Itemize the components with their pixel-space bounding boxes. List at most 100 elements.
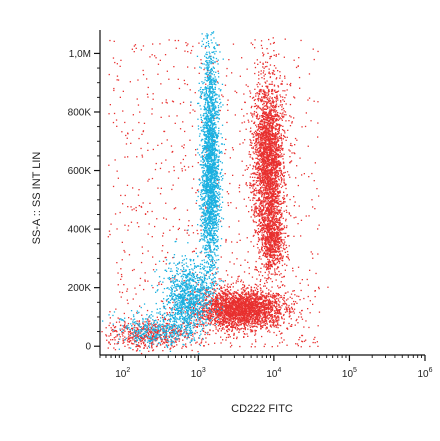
red-population-point (274, 240, 277, 243)
red-population-point (276, 161, 278, 163)
red-population-point (251, 120, 253, 122)
red-population-point (285, 209, 287, 211)
red-population-point (262, 90, 264, 93)
red-population-point (265, 114, 267, 116)
red-population-point (267, 159, 269, 162)
red-population-point (265, 108, 268, 110)
background-event-point (289, 125, 292, 127)
red-population-point (276, 185, 279, 187)
red-population-point (267, 266, 269, 268)
red-population-point (264, 197, 266, 199)
red-population-point (269, 122, 271, 124)
red-population-point (261, 124, 263, 126)
red-population-point (253, 190, 255, 193)
red-population-point (281, 109, 283, 111)
background-event-point (128, 254, 131, 256)
red-population-point (269, 118, 271, 120)
background-event-point (121, 275, 123, 278)
red-population-point (274, 143, 276, 145)
red-population-point (279, 112, 281, 114)
red-population-point (275, 157, 277, 159)
background-event-point (238, 191, 241, 193)
red-population-point (271, 214, 273, 216)
red-population-point (270, 130, 272, 132)
red-population-point (268, 160, 270, 163)
red-population-point (268, 196, 271, 199)
red-population-point (264, 238, 266, 240)
red-population-point (257, 100, 260, 102)
red-population-point (280, 244, 282, 246)
background-event-point (119, 96, 121, 98)
background-event-point (151, 177, 154, 180)
background-event-point (313, 180, 315, 182)
red-population-point (264, 92, 267, 94)
red-population-point (272, 222, 275, 224)
red-population-point (276, 162, 278, 165)
background-event-point (159, 59, 161, 61)
red-population-point (270, 174, 272, 176)
background-event-point (317, 50, 319, 53)
red-population-point (265, 148, 267, 151)
background-event-point (269, 331, 271, 333)
red-population-point (257, 163, 259, 165)
red-population-point (271, 224, 273, 227)
red-population-point (263, 161, 265, 163)
red-population-point (271, 119, 273, 122)
red-population-point (271, 160, 274, 162)
red-population-point (279, 148, 281, 150)
red-population-point (263, 147, 266, 149)
red-population-point (251, 294, 254, 296)
red-population-point (280, 101, 282, 103)
background-event-point (125, 134, 127, 137)
red-population-point (266, 189, 268, 191)
red-population-point (273, 216, 275, 218)
red-population-point (271, 164, 273, 166)
red-population-point (260, 193, 262, 195)
background-event-point (124, 121, 126, 124)
red-population-point (264, 115, 266, 118)
red-population-point (277, 266, 279, 268)
red-population-point (276, 148, 279, 150)
background-event-point (251, 208, 253, 211)
red-population-point (259, 135, 262, 137)
red-population-point (278, 223, 281, 225)
background-event-point (165, 256, 167, 259)
red-population-point (262, 209, 265, 211)
red-population-point (266, 151, 268, 153)
red-population-point (259, 115, 261, 117)
red-population-point (276, 302, 278, 304)
red-population-point (285, 114, 287, 116)
red-population-point (255, 149, 257, 151)
background-event-point (281, 318, 283, 320)
red-population-point (261, 151, 263, 154)
red-population-point (249, 138, 251, 141)
red-population-point (264, 161, 267, 163)
red-population-point (260, 238, 262, 241)
red-population-point (277, 238, 279, 240)
red-population-point (274, 168, 277, 170)
red-population-point (258, 141, 260, 143)
red-population-point (214, 302, 216, 304)
red-population-point (258, 93, 261, 95)
red-population-point (249, 156, 251, 158)
red-population-point (278, 274, 281, 276)
background-event-point (318, 311, 321, 313)
red-population-point (266, 246, 268, 248)
red-population-point (274, 156, 276, 158)
red-population-point (269, 249, 271, 251)
red-population-point (277, 115, 279, 117)
red-population-point (263, 123, 265, 125)
red-population-point (264, 271, 266, 274)
red-population-point (264, 113, 266, 115)
red-population-point (220, 336, 222, 338)
red-population-point (271, 144, 274, 147)
red-population-point (270, 249, 272, 251)
red-population-point (215, 307, 217, 309)
red-population-point (273, 212, 275, 214)
red-population-point (276, 220, 279, 222)
red-population-point (273, 147, 275, 149)
background-event-point (298, 76, 301, 79)
background-event-point (162, 245, 164, 247)
red-population-point (266, 118, 268, 120)
red-population-point (277, 187, 279, 189)
